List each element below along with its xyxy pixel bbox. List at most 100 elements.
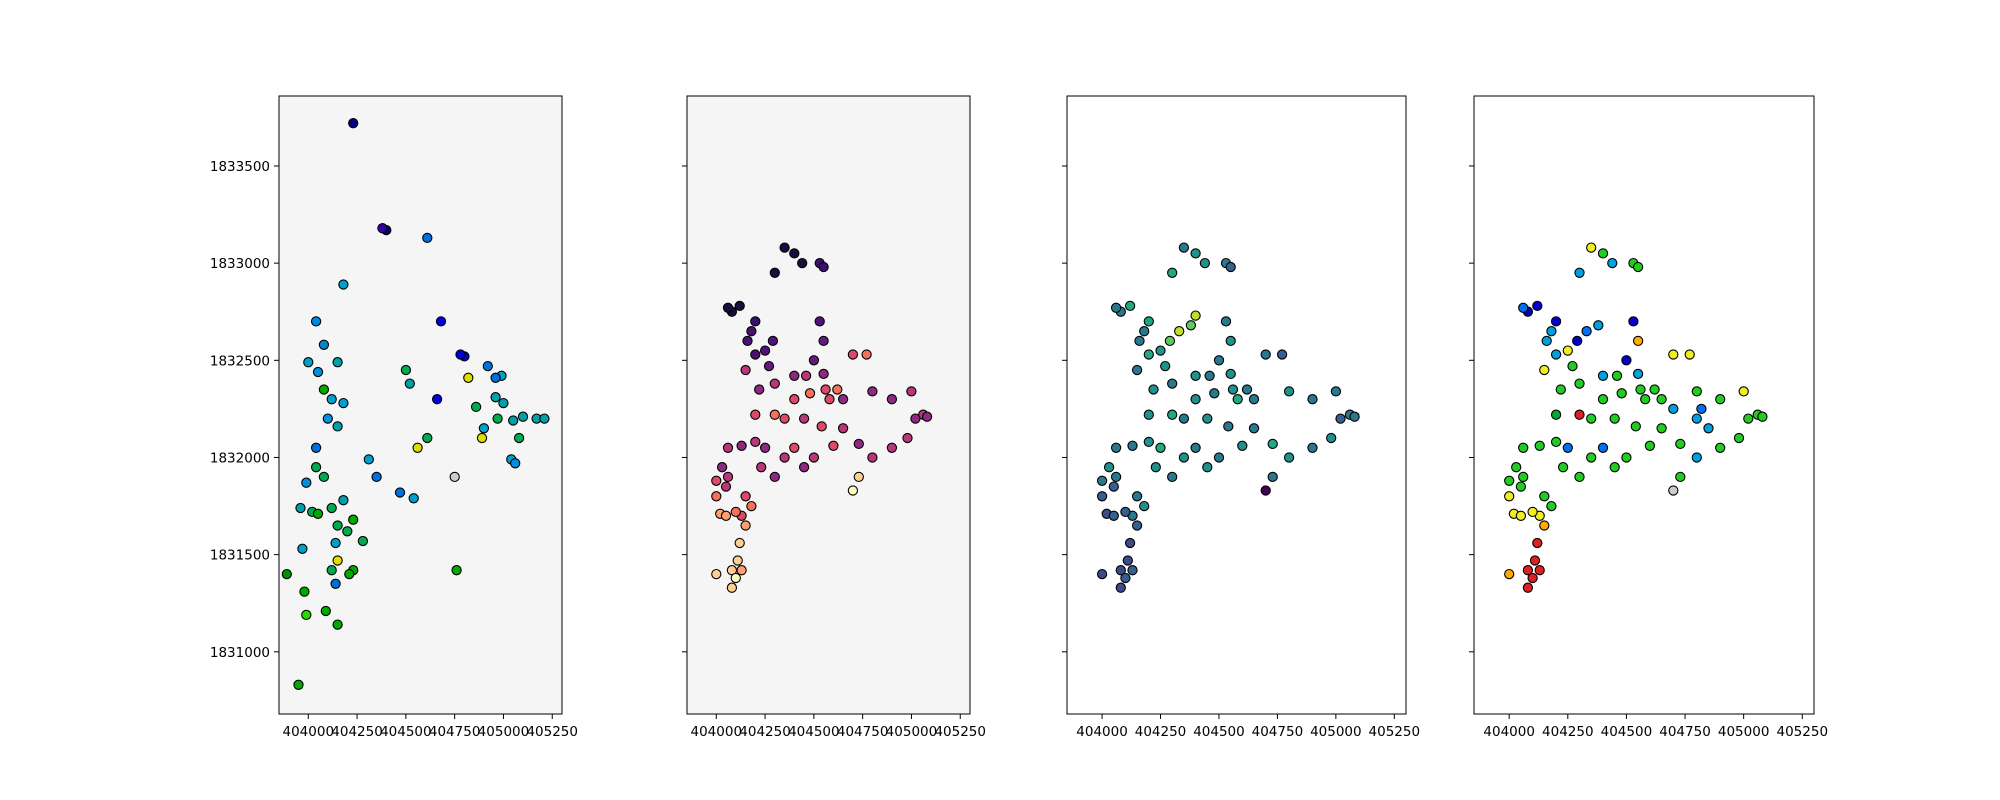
data-point xyxy=(1190,310,1201,321)
data-point xyxy=(1546,500,1557,512)
axes-background xyxy=(1474,96,1814,714)
data-point xyxy=(828,440,839,451)
x-tick-label: 404500 xyxy=(788,724,840,740)
data-point xyxy=(1260,349,1271,360)
data-point xyxy=(736,565,747,576)
data-point xyxy=(767,335,779,347)
data-point xyxy=(476,432,488,444)
data-point xyxy=(921,411,933,422)
data-point xyxy=(1562,442,1573,453)
data-point xyxy=(722,442,734,453)
data-point xyxy=(1139,326,1150,337)
data-point xyxy=(1096,568,1108,580)
data-point xyxy=(435,316,447,327)
data-point xyxy=(1557,462,1569,473)
data-point xyxy=(754,384,765,395)
data-point xyxy=(463,372,474,383)
data-point xyxy=(1632,368,1644,380)
data-point xyxy=(1326,432,1337,444)
data-point xyxy=(853,438,864,450)
data-point xyxy=(740,364,751,376)
data-point xyxy=(1190,394,1201,405)
data-point xyxy=(1248,423,1260,434)
data-point xyxy=(1597,370,1609,381)
data-point xyxy=(332,520,343,531)
data-point xyxy=(408,493,419,504)
data-point xyxy=(1139,500,1150,512)
data-point xyxy=(853,471,864,483)
data-point xyxy=(451,565,462,576)
data-point xyxy=(867,452,878,463)
data-point xyxy=(449,471,460,483)
data-point xyxy=(1527,506,1538,518)
x-tick-label: 404750 xyxy=(1659,724,1711,740)
data-point xyxy=(412,442,423,453)
data-point xyxy=(517,411,529,422)
data-point xyxy=(1213,355,1225,366)
data-point xyxy=(1668,403,1679,415)
data-point xyxy=(736,440,747,451)
data-point xyxy=(798,413,810,424)
data-point xyxy=(1174,326,1185,337)
data-point xyxy=(1202,462,1213,473)
data-point xyxy=(318,339,330,350)
scatter-panel-3: 404000 404250 404500 404750 405000 405250 xyxy=(1062,95,1420,740)
data-point xyxy=(348,118,359,129)
data-point xyxy=(1504,491,1515,502)
data-point xyxy=(1190,248,1201,259)
data-point xyxy=(740,520,751,531)
data-point xyxy=(422,232,433,244)
data-point xyxy=(906,386,917,397)
data-point xyxy=(1586,413,1597,424)
axes-background xyxy=(1067,96,1406,714)
data-point xyxy=(711,568,722,580)
data-point xyxy=(818,368,829,380)
data-point xyxy=(1597,394,1609,405)
data-points xyxy=(1096,242,1360,593)
data-point xyxy=(769,378,780,389)
data-point xyxy=(1096,475,1108,486)
data-point xyxy=(1150,462,1161,473)
data-point xyxy=(759,442,771,453)
data-point xyxy=(722,302,734,313)
data-point xyxy=(326,394,337,405)
data-point xyxy=(330,537,341,549)
data-point xyxy=(1108,510,1119,521)
data-point xyxy=(1635,384,1646,395)
x-tick-label: 404750 xyxy=(429,724,481,740)
data-point xyxy=(326,502,337,514)
data-point xyxy=(1738,386,1749,397)
data-point xyxy=(1131,520,1143,531)
axes-frame xyxy=(1066,95,1407,715)
data-point xyxy=(789,370,800,381)
data-point xyxy=(1675,438,1686,450)
data-point xyxy=(740,491,751,502)
data-point xyxy=(814,316,825,327)
x-tick-label: 404000 xyxy=(1483,724,1535,740)
data-point xyxy=(1108,481,1119,492)
data-point xyxy=(804,388,816,399)
data-point xyxy=(1628,316,1639,327)
data-point xyxy=(746,326,757,337)
data-point xyxy=(371,471,382,483)
x-tick-label: 404000 xyxy=(691,724,743,740)
data-point xyxy=(1260,485,1271,496)
data-point xyxy=(1668,485,1679,496)
x-tick-label: 404250 xyxy=(739,724,791,740)
data-point xyxy=(1632,335,1644,347)
data-point xyxy=(1518,442,1529,453)
data-point xyxy=(394,487,406,498)
data-point xyxy=(1199,257,1211,269)
data-point xyxy=(769,471,780,483)
data-point xyxy=(1668,349,1679,360)
data-point xyxy=(1127,565,1138,576)
data-point xyxy=(800,370,812,381)
data-point xyxy=(1225,335,1236,347)
data-point xyxy=(1581,326,1592,337)
data-point xyxy=(1131,491,1143,502)
x-tick-label: 405250 xyxy=(1777,724,1829,740)
data-point xyxy=(711,491,722,502)
data-point xyxy=(1167,267,1178,278)
data-point xyxy=(1733,432,1745,444)
